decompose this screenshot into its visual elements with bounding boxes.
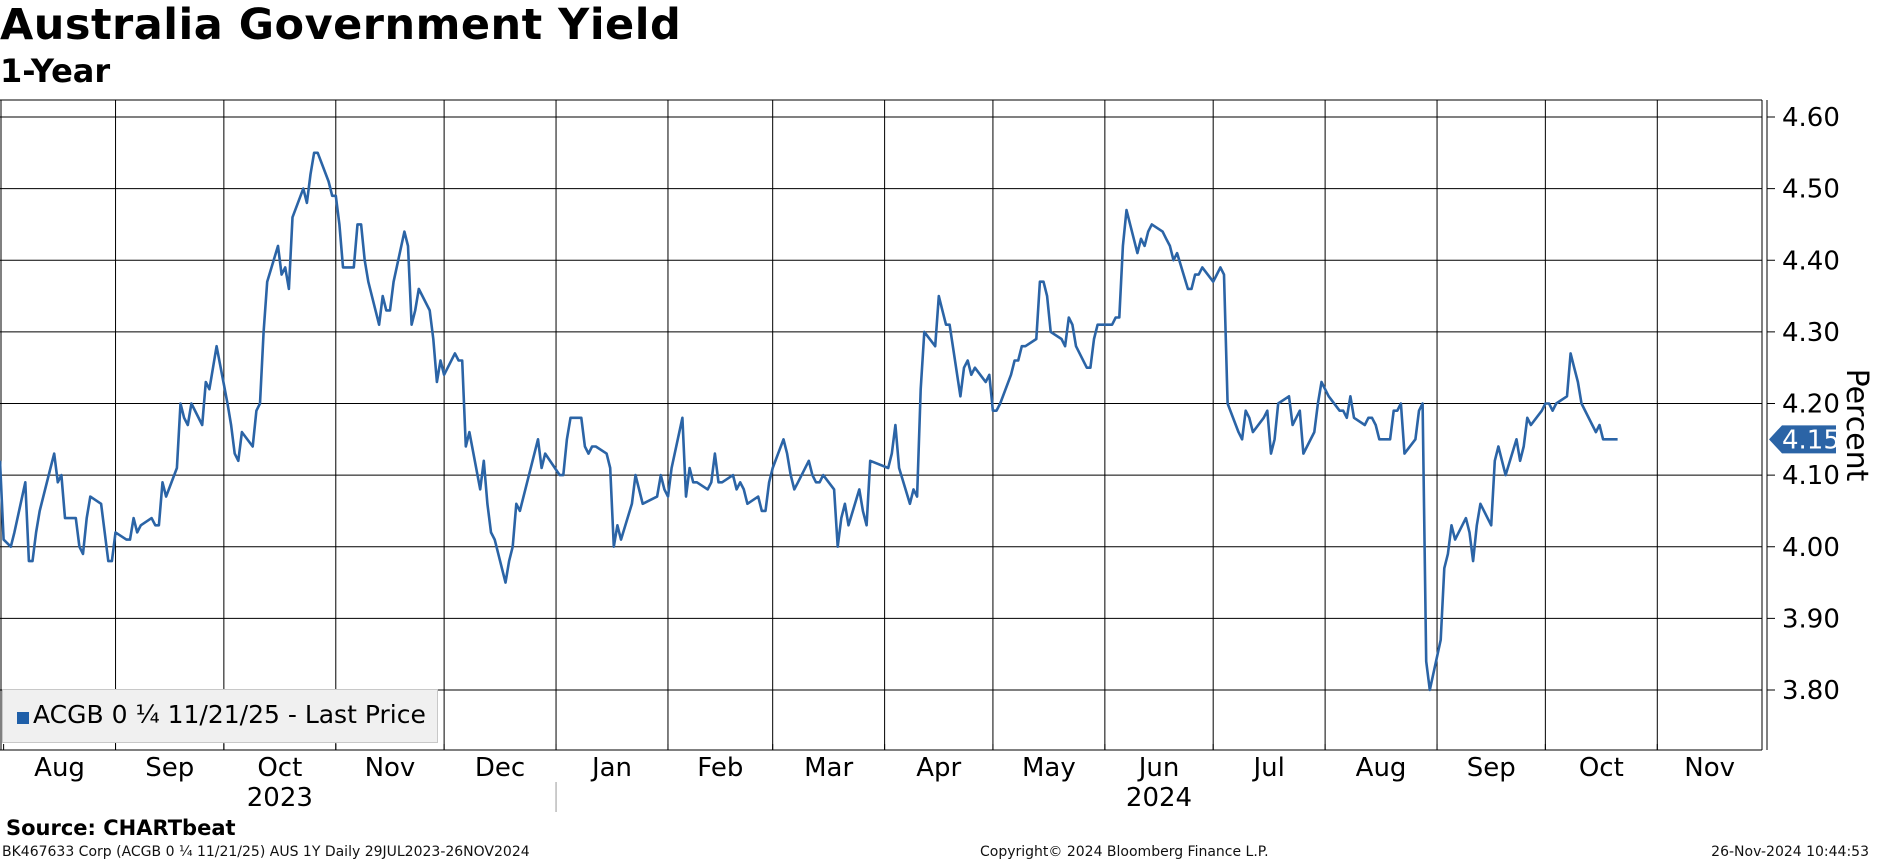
chart-subtitle: 1-Year bbox=[0, 52, 111, 90]
chart-title: Australia Government Yield bbox=[0, 0, 682, 50]
x-tick-label: Apr bbox=[916, 753, 961, 783]
footer-center: Copyright© 2024 Bloomberg Finance L.P. bbox=[980, 844, 1269, 860]
legend-label: ACGB 0 ¼ 11/21/25 - Last Price bbox=[33, 700, 426, 729]
y-tick-label: 4.30 bbox=[1782, 318, 1840, 348]
y-axis-label: Percent bbox=[1839, 369, 1874, 482]
y-tick-label: 4.20 bbox=[1782, 390, 1840, 420]
x-tick-label: Oct bbox=[257, 753, 302, 783]
x-tick-label: Sep bbox=[1467, 753, 1516, 783]
x-tick-label: Mar bbox=[804, 753, 853, 783]
x-tick-label: Nov bbox=[1684, 753, 1735, 783]
y-tick-label: 4.50 bbox=[1782, 175, 1840, 205]
x-tick-label: Feb bbox=[697, 753, 743, 783]
x-tick-label: May bbox=[1022, 753, 1076, 783]
x-axis: Aug Sep Oct Nov Dec Jan Feb Mar Apr May Jun Jul Aug S… bbox=[3, 744, 1735, 813]
x-tick-label: Jul bbox=[1251, 753, 1284, 783]
x-tick-label: Oct bbox=[1579, 753, 1624, 783]
footer-left: BK467633 Corp (ACGB 0 ¼ 11/21/25) AUS 1Y… bbox=[2, 844, 530, 860]
y-tick-label: 4.60 bbox=[1782, 103, 1840, 133]
x-tick-label: Sep bbox=[145, 753, 194, 783]
series-line bbox=[0, 151, 1618, 692]
footer-right: 26-Nov-2024 10:44:53 bbox=[1711, 844, 1869, 860]
x-year-label: 2024 bbox=[1126, 783, 1192, 813]
x-tick-label: Aug bbox=[34, 753, 85, 783]
y-tick-label: 4.40 bbox=[1782, 246, 1840, 276]
y-tick-label: 3.90 bbox=[1782, 604, 1840, 634]
y-tick-label: 4.10 bbox=[1782, 461, 1840, 491]
y-axis: 4.60 4.50 4.40 4.30 4.20 4.10 4.00 3.90 3.80 bbox=[1766, 100, 1840, 750]
x-tick-label: Jun bbox=[1137, 753, 1180, 783]
x-tick-label: Dec bbox=[475, 753, 525, 783]
last-value-badge: 4.15 bbox=[1769, 425, 1840, 455]
y-tick-label: 3.80 bbox=[1782, 676, 1840, 706]
source-note: Source: CHARTbeat bbox=[6, 816, 236, 840]
x-tick-label: Jan bbox=[590, 753, 632, 783]
legend-swatch bbox=[17, 712, 29, 724]
last-value-badge-label: 4.15 bbox=[1782, 425, 1840, 455]
x-tick-label: Nov bbox=[365, 753, 416, 783]
x-tick-label: Aug bbox=[1356, 753, 1407, 783]
last-value-badge-shape bbox=[1769, 425, 1836, 454]
grid-lines bbox=[0, 99, 1763, 751]
x-year-label: 2023 bbox=[247, 783, 313, 813]
y-tick-label: 4.00 bbox=[1782, 533, 1840, 563]
legend: ACGB 0 ¼ 11/21/25 - Last Price bbox=[2, 689, 438, 743]
